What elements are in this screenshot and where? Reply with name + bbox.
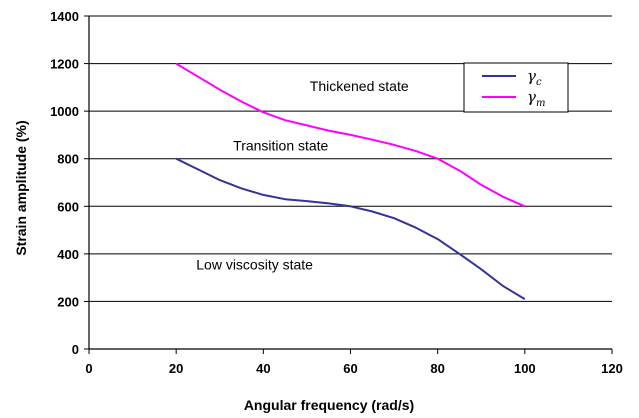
region-annotations: Thickened state Transition state Low visco… [196, 78, 409, 272]
y-tick-label-1200: 1200 [50, 57, 79, 72]
y-tick-label-200: 200 [57, 294, 79, 309]
y-tick-label-800: 800 [57, 152, 79, 167]
x-tick-label-60: 60 [343, 361, 357, 376]
y-tick-label-1000: 1000 [50, 104, 79, 119]
legend-box [463, 62, 569, 113]
y-tick-label-400: 400 [57, 247, 79, 262]
gridlines [89, 15, 612, 302]
legend-label-c: γc [527, 67, 542, 88]
y-tick-label-1400: 1400 [50, 9, 79, 24]
y-axis-title: Strain amplitude (%) [13, 120, 29, 255]
annotation-2: Low viscosity state [196, 256, 313, 272]
x-tick-label-40: 40 [256, 361, 270, 376]
x-tick-label-0: 0 [85, 361, 92, 376]
x-axis-title: Angular frequency (rad/s) [244, 397, 414, 413]
x-tick-label-120: 120 [601, 361, 623, 376]
annotation-0: Thickened state [310, 78, 409, 94]
legend-label-m: γm [527, 88, 545, 109]
annotation-1: Transition state [233, 137, 328, 153]
x-tick-label-100: 100 [514, 361, 536, 376]
x-tick-label-20: 20 [169, 361, 183, 376]
series-lines [175, 62, 526, 300]
y-tick-labels: 0 200 400 600 800 1000 1200 1400 [50, 9, 79, 357]
x-tick-label-80: 80 [430, 361, 444, 376]
x-tick-labels: 0 20 40 60 80 100 120 [85, 361, 622, 376]
series-line-c [175, 157, 526, 300]
y-tick-label-600: 600 [57, 199, 79, 214]
y-tick-label-0: 0 [72, 342, 79, 357]
axes [84, 15, 613, 354]
series-line-m [175, 62, 526, 208]
